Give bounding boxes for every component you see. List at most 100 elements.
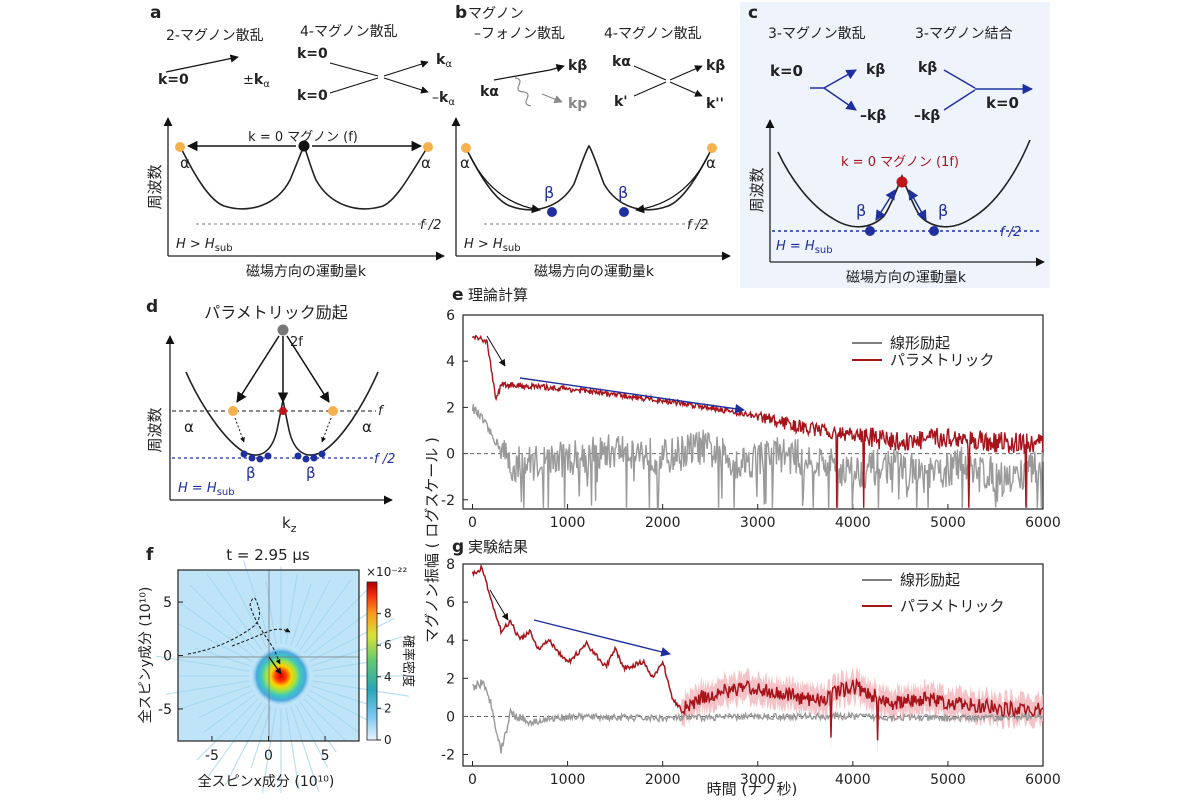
y-axis-label: 周波数 [748, 167, 766, 212]
x-tick-label: 2000 [645, 515, 681, 531]
trajectory-path [231, 627, 291, 647]
heatmap-streak [179, 623, 253, 663]
k0-magnon-label: k = 0 マグノン (1f) [841, 155, 959, 170]
four-magnon-title: 4-マグノン散乱 [300, 24, 398, 40]
alpha-dot-right [328, 406, 338, 416]
parametric-title: パラメトリック励起 [204, 303, 348, 322]
heatmap-streak [294, 579, 331, 648]
heatmap-streak [207, 701, 263, 777]
phonon-scatter-line [493, 69, 551, 81]
panel-d: d パラメトリック励起 周波数 kz f f /2 H = Hsub 2f α … [146, 297, 395, 535]
colorbar-tick-label: 4 [384, 670, 392, 684]
relaxation-arrow-right [321, 417, 332, 443]
relaxation-arrow-left [469, 155, 541, 214]
k-alpha-label: kα [436, 52, 452, 70]
beta-label-left: β [856, 201, 866, 220]
scatter-arrow [383, 77, 429, 94]
x-tick-label: 6000 [1025, 772, 1061, 788]
relaxation-arrow-left [234, 417, 245, 443]
shared-y-axis-label: マグノン振幅 ( ログスケール ) [423, 437, 441, 643]
k-beta-in-label: kβ [918, 60, 937, 76]
heatmap-streak [299, 579, 352, 651]
x-tick-label: 2000 [645, 772, 681, 788]
panel-e: e 理論計算 6 4 2 0 -2 0 1000 2000 3000 4000 5000 6000 線… [441, 285, 1061, 531]
panel-label-a: a [150, 3, 161, 23]
heatmap-streak [203, 694, 256, 733]
x-tick-label: 1000 [550, 515, 586, 531]
beta-label-left: β [544, 183, 554, 202]
heatmap-streak [261, 707, 277, 794]
scatter-arrow [669, 65, 703, 81]
panel-label-e: e [452, 285, 464, 305]
alpha-dot-left [461, 143, 471, 153]
pump-arrow-left [236, 335, 280, 403]
colorbar [366, 581, 378, 741]
y-tick-label: 6 [446, 308, 455, 324]
heatmap-streak [312, 680, 410, 697]
pump-arrow-right [286, 335, 330, 403]
alpha-label-right: α [421, 154, 431, 172]
beta-dot [248, 454, 256, 462]
beta-dot [318, 450, 326, 458]
heatmap-streak [303, 698, 346, 741]
heatmap-streak [290, 706, 320, 793]
scatter-arrow [823, 69, 857, 89]
y-tick-label: -5 [158, 702, 172, 718]
dispersion-curve [180, 144, 428, 210]
beta-dot-right [619, 207, 629, 217]
colorbar-tick-label: 0 [384, 733, 392, 747]
label-backdrop [228, 127, 378, 145]
heatmap-streak [299, 701, 337, 753]
heatmap-streak [306, 694, 359, 733]
half-f-label: f /2 [687, 218, 708, 233]
heatmap-streak [306, 607, 375, 658]
dispersion-curve [777, 139, 1031, 228]
panel-b: b マグノン –フォノン散乱 4-マグノン散乱 kα kβ kp kα k' k… [451, 3, 731, 280]
k-beta-label: kβ [866, 62, 885, 78]
y-tick-label: -2 [441, 493, 455, 509]
series-linear [471, 404, 1044, 510]
y-axis-label: 全スピンy成分 (10¹⁰) [137, 587, 154, 724]
x-tick-label: 6000 [1025, 515, 1061, 531]
series-parametric [471, 563, 1044, 741]
panel-f: f t = 2.95 µs -5 0 5 5 0 -5 全スピンy成分 (10¹⁰) 全ス… [137, 545, 416, 794]
magnon-phonon-title-2: –フォノン散乱 [474, 26, 565, 42]
y-tick-label: 2 [446, 671, 455, 687]
minus-k-alpha-label: –kα [432, 90, 455, 108]
panel-c-background [740, 2, 1050, 288]
colorbar-ticks: 8 6 4 2 0 [377, 607, 392, 747]
field-condition: H = Hsub [776, 239, 833, 256]
phonon-wave [514, 77, 532, 107]
beta-dot [264, 452, 272, 460]
x-tick-label: -5 [205, 748, 219, 764]
beta-dot [294, 452, 302, 460]
decay-arrow-blue [533, 619, 671, 657]
pump-2f-dot [277, 324, 289, 336]
panel-e-title: 理論計算 [468, 286, 528, 304]
x-tick-label: 0 [468, 772, 477, 788]
k0-magnon-dot [896, 176, 908, 188]
half-f-label: f /2 [374, 452, 395, 467]
y-tick-label: 0 [446, 447, 455, 463]
panel-c: c 3-マグノン散乱 3-マグノン結合 k=0 kβ –kβ kβ –kβ k=… [740, 2, 1050, 288]
field-condition: H > Hsub [176, 237, 233, 254]
heatmap-streak [265, 580, 277, 645]
alpha-label-right: α [706, 154, 716, 172]
colorbar-label: 確率密度 [400, 635, 416, 687]
beta-dot-right [929, 226, 939, 236]
scatter-arrow [383, 60, 429, 77]
phonon-scatter-arrow [549, 64, 565, 73]
beta-dot [240, 450, 248, 458]
alpha-label-left: α [460, 154, 470, 172]
f-label: f [378, 404, 385, 419]
heatmap-streak [155, 655, 250, 672]
heatmap-streak [177, 685, 251, 711]
k0-bottom-label: k=0 [297, 88, 328, 104]
x-tick-label: 0 [468, 515, 477, 531]
combine-line [943, 89, 976, 111]
beta-label-right: β [306, 464, 316, 482]
colorbar-tick-label: 2 [384, 701, 392, 715]
k-beta-label-2: kβ [706, 58, 725, 74]
k0-label: k=0 [158, 72, 189, 88]
heatmap-streak [196, 698, 259, 761]
